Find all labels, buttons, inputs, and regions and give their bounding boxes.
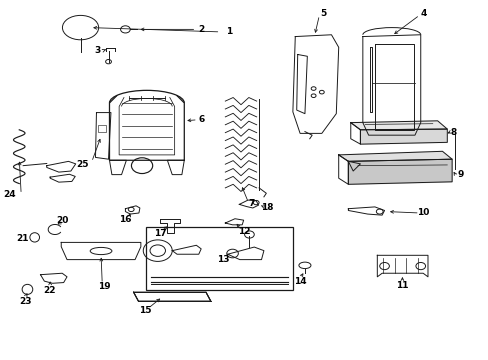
Text: 24: 24 — [3, 190, 15, 199]
Text: 16: 16 — [119, 215, 131, 224]
Text: 12: 12 — [237, 228, 250, 237]
Text: 8: 8 — [449, 128, 456, 137]
Text: 9: 9 — [456, 170, 463, 179]
Polygon shape — [360, 129, 447, 144]
Text: 17: 17 — [154, 229, 166, 238]
Text: 13: 13 — [216, 255, 229, 264]
Text: 22: 22 — [43, 285, 55, 294]
Text: 3: 3 — [94, 46, 100, 55]
Text: 25: 25 — [76, 161, 88, 170]
Text: 23: 23 — [19, 297, 31, 306]
Text: 7: 7 — [248, 199, 255, 208]
Text: 20: 20 — [57, 216, 69, 225]
Polygon shape — [350, 121, 447, 130]
Text: 10: 10 — [417, 208, 429, 217]
Text: 19: 19 — [98, 282, 111, 291]
Text: 21: 21 — [17, 234, 29, 243]
Text: 14: 14 — [293, 276, 306, 285]
Bar — [98, 125, 106, 132]
Text: 5: 5 — [320, 9, 325, 18]
Text: 15: 15 — [139, 306, 152, 315]
Text: 11: 11 — [395, 281, 408, 290]
Text: 1: 1 — [225, 27, 231, 36]
Polygon shape — [338, 151, 451, 161]
Polygon shape — [347, 159, 451, 184]
Text: 6: 6 — [198, 115, 204, 124]
Text: 4: 4 — [420, 9, 426, 18]
Text: 2: 2 — [198, 25, 204, 34]
Bar — [145, 227, 292, 290]
Text: 18: 18 — [261, 203, 273, 212]
